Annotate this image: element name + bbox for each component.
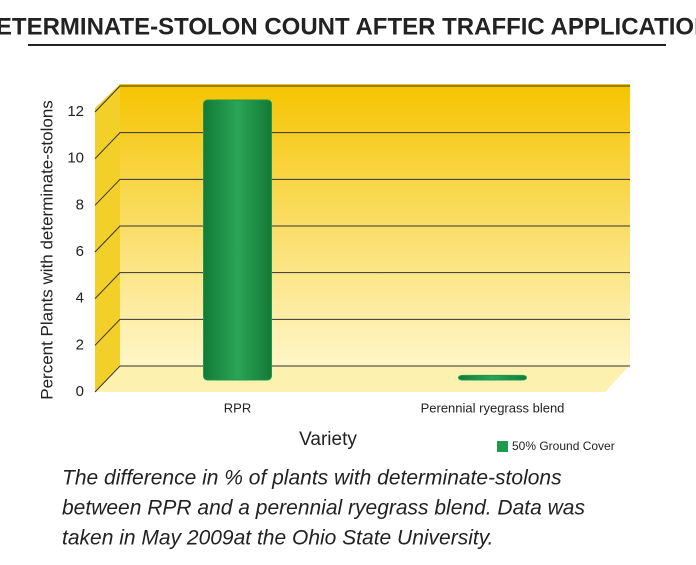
grid-line [94,272,630,300]
grid-line [94,85,630,113]
y-tick-label: 12 [67,103,84,120]
caption-line: taken in May 2009at the Ohio State Unive… [62,527,494,550]
chart-title: DETERMINATE-STOLON COUNT AFTER TRAFFIC A… [0,13,696,40]
grid-line [94,132,630,160]
y-tick-label: 4 [76,290,84,307]
x-tick-label: RPR [224,400,251,415]
grid-line [94,225,630,253]
y-tick-label: 8 [76,196,84,213]
grid-line [94,365,630,393]
caption-line: The difference in % of plants with deter… [62,467,562,490]
bar [203,99,272,381]
back-wall [120,84,630,365]
y-tick-label: 10 [67,150,84,167]
grid-line [94,318,630,346]
y-axis-label: Percent Plants with determinate-stolons [37,100,56,400]
floor [95,365,630,392]
x-axis-label: Variety [299,429,357,450]
bar [458,374,527,381]
legend-label: 50% Ground Cover [512,439,615,453]
grid-line [94,178,630,206]
y-tick-label: 2 [76,336,84,353]
legend-swatch [497,441,508,452]
side-wall [95,84,120,392]
caption-line: between RPR and a perennial ryegrass ble… [62,497,585,520]
y-tick-label: 0 [76,383,84,400]
x-tick-label: Perennial ryegrass blend [421,400,565,415]
y-tick-label: 6 [76,243,84,260]
